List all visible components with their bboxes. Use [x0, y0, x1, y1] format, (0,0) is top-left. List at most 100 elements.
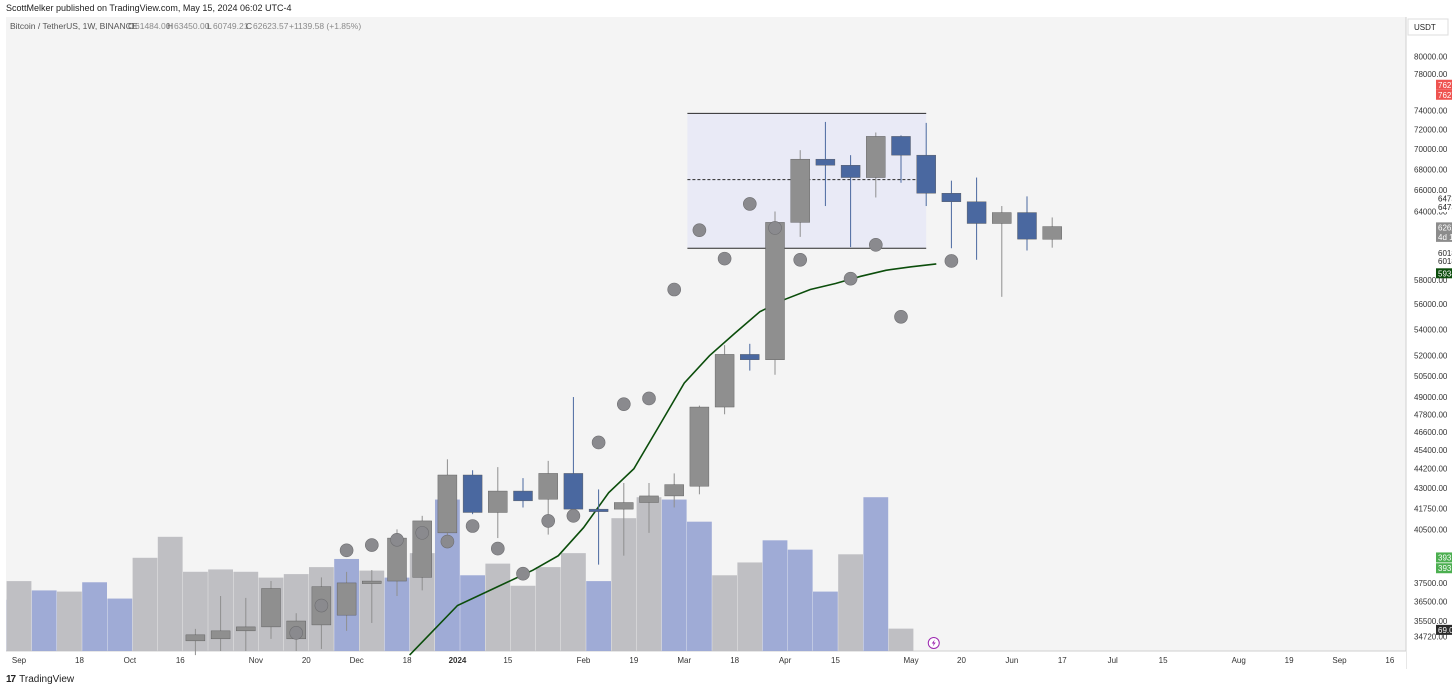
chart-area[interactable]: 80000.00 78000.00 74000.00 72000.00 70000.00… — [0, 17, 1456, 669]
y-tick-label: 66000.00 — [1414, 186, 1448, 195]
x-tick-label: Sep — [1332, 656, 1347, 665]
volume-bar — [762, 540, 788, 651]
price-label-bg — [1436, 222, 1456, 233]
price-label-bg — [1436, 624, 1456, 635]
x-tick-label: Nov — [249, 656, 263, 665]
legend-close: 62623.57 — [253, 21, 289, 31]
candle-body — [815, 158, 836, 166]
x-tick-label: 18 — [730, 656, 739, 665]
indicator-dot — [465, 519, 480, 533]
y-tick-label: 41750.00 — [1414, 504, 1448, 513]
volume-bar — [586, 581, 611, 651]
price-label-bg — [1436, 247, 1456, 258]
volume-bar — [787, 549, 813, 651]
indicator-dot — [843, 271, 858, 286]
price-label: 59349.35 — [1438, 269, 1452, 278]
y-tick-label: 34720.00 — [1414, 632, 1448, 641]
indicator-dot — [667, 282, 682, 297]
candle-body — [462, 474, 483, 513]
y-tick-label: 74000.00 — [1414, 107, 1448, 116]
x-tick-label: 15 — [831, 656, 840, 665]
price-label: 39317.97 — [1438, 564, 1452, 573]
indicator-dot — [894, 309, 908, 324]
indicator-dot — [440, 534, 455, 549]
y-tick-label: 44200.00 — [1414, 465, 1448, 474]
candle-body — [790, 158, 810, 223]
candle-body — [1042, 226, 1062, 240]
y-tick-label: 70000.00 — [1414, 145, 1448, 154]
indicator-dot — [768, 221, 782, 235]
legend-high-label: H — [167, 21, 173, 31]
y-tick-label: 64000.00 — [1414, 207, 1448, 216]
indicator-dot — [516, 566, 530, 581]
x-tick-label: 20 — [957, 656, 966, 665]
price-chart[interactable]: 80000.00 78000.00 74000.00 72000.00 70000.00… — [0, 17, 1456, 669]
price-label-bg — [1436, 79, 1456, 90]
y-tick-label: 40500.00 — [1414, 525, 1448, 534]
volume-bar — [888, 628, 914, 651]
indicator-dot — [390, 533, 404, 547]
volume-bar — [661, 499, 687, 651]
x-tick-label: Aug — [1232, 656, 1246, 665]
y-tick-label: 80000.00 — [1414, 52, 1448, 61]
y-tick-label: 72000.00 — [1414, 126, 1448, 135]
candle-body — [689, 406, 710, 487]
y-tick-label: 37500.00 — [1414, 579, 1448, 588]
candle-body — [966, 201, 987, 224]
x-tick-label: 16 — [1385, 656, 1394, 665]
y-tick-label: 47800.00 — [1414, 410, 1448, 419]
volume-bar — [863, 497, 889, 651]
indicator-dot — [415, 526, 430, 540]
volume-bar — [132, 557, 158, 651]
price-label: 64734.00 — [1438, 203, 1452, 212]
candle-body — [614, 502, 634, 510]
x-tick-label: 20 — [302, 656, 311, 665]
x-tick-label: Jun — [1005, 656, 1018, 665]
legend-close-label: C — [246, 21, 252, 31]
y-tick-label: 43000.00 — [1414, 484, 1448, 493]
x-tick-label: 16 — [176, 656, 185, 665]
indicator-dot — [692, 223, 707, 237]
indicator-dot — [717, 251, 732, 266]
candle-body — [714, 354, 735, 408]
publisher-line: ScottMelker published on TradingView.com… — [0, 0, 1456, 17]
y-tick-label: 58000.00 — [1414, 276, 1448, 285]
candle-body — [588, 508, 609, 512]
price-label: 69.011 K — [1438, 626, 1452, 635]
currency-label: USDT — [1414, 23, 1436, 32]
candle-body — [1017, 212, 1037, 240]
candle-body — [664, 484, 684, 497]
price-label-bg — [1436, 552, 1456, 563]
candle-body — [437, 474, 458, 534]
time-axis-panel — [6, 651, 1406, 669]
legend-change: +1139.58 (+1.85%) — [289, 21, 361, 31]
legend-symbol: Bitcoin / TetherUS, 1W, BINANCE — [10, 21, 138, 31]
x-tick-label: Mar — [677, 656, 691, 665]
candle-body — [840, 165, 861, 178]
y-tick-label: 36500.00 — [1414, 598, 1448, 607]
y-tick-label: 78000.00 — [1414, 70, 1448, 79]
currency-box[interactable] — [1407, 18, 1449, 36]
candle-body — [992, 212, 1012, 224]
volume-bar — [157, 536, 183, 651]
candle-body — [336, 582, 357, 616]
candle-body — [639, 495, 659, 503]
x-tick-label: 18 — [75, 656, 84, 665]
candle-body — [563, 473, 584, 510]
volume-bar — [813, 591, 838, 651]
candle-body — [916, 154, 936, 194]
volume-bar — [510, 585, 536, 651]
candle-body — [538, 473, 558, 500]
legend-high: 63450.00 — [174, 21, 210, 31]
candle-body — [185, 634, 206, 642]
x-tick-label: 15 — [1159, 656, 1168, 665]
volume-bar — [838, 554, 863, 651]
y-tick-label: 49000.00 — [1414, 393, 1448, 402]
y-tick-label: 46600.00 — [1414, 428, 1448, 437]
price-label-bg — [1436, 193, 1456, 204]
volume-bar — [31, 590, 57, 651]
price-label-bg — [1436, 563, 1456, 574]
indicator-dot — [868, 238, 883, 252]
candle-body — [941, 193, 962, 202]
volume-bar — [107, 598, 133, 651]
